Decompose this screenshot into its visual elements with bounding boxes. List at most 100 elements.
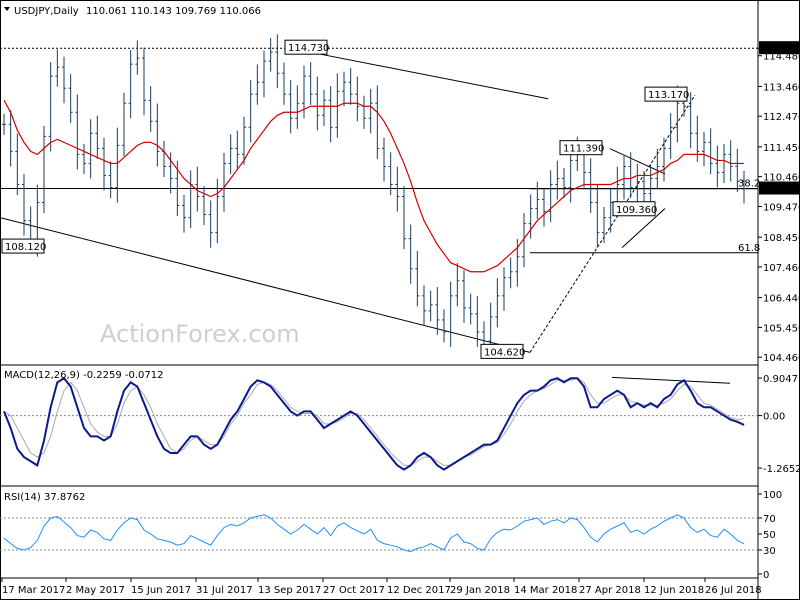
- macd-tick-label: -1.2652: [763, 464, 800, 475]
- ohlc-bar: [722, 143, 726, 183]
- date-tick-label: 26 Jul 2018: [705, 585, 762, 596]
- ohlc-bar: [168, 152, 173, 194]
- triangle-lower-line: [621, 208, 666, 249]
- dropdown-triangle-icon[interactable]: [4, 7, 10, 11]
- ohlc-bar: [148, 86, 153, 132]
- date-tick-label: 27 Oct 2017: [323, 585, 385, 596]
- price-tick-label: 108.450: [763, 233, 800, 244]
- ohlc-bar: [115, 127, 120, 203]
- ohlc-bar: [408, 224, 413, 284]
- price-annotation: 109.360: [616, 205, 657, 216]
- ohlc-bar: [688, 92, 693, 149]
- ohlc-bar: [568, 146, 573, 203]
- ohlc-bar: [508, 257, 513, 289]
- ohlc-bar: [368, 89, 373, 134]
- ohlc-bar: [608, 188, 613, 233]
- ohlc-bar: [375, 85, 380, 159]
- ohlc-bar: [715, 145, 720, 188]
- ohlc-bar: [142, 47, 146, 116]
- price-tick-label: 105.450: [763, 323, 800, 334]
- price-annotation-box: [284, 39, 328, 55]
- rsi-line: [3, 514, 745, 553]
- ohlc-bar: [295, 85, 300, 129]
- price-tick-label: 109.470: [763, 202, 800, 213]
- ohlc-bar: [82, 143, 86, 174]
- ohlc-bar: [562, 167, 566, 199]
- ohlc-bar: [742, 170, 746, 204]
- price-tick-label: 111.450: [763, 143, 800, 154]
- price-tick-label: 112.470: [763, 112, 800, 123]
- ohlc-bar: [728, 140, 733, 182]
- high-price-box: [759, 41, 800, 55]
- ohlc-bar: [535, 181, 540, 220]
- ohlc-bar: [328, 86, 333, 143]
- price-tick-label: 110.460: [763, 173, 800, 184]
- ohlc-bar: [448, 281, 453, 347]
- ohlc-bar: [228, 134, 233, 174]
- ohlc-bar: [668, 113, 673, 159]
- ohlc-bar: [102, 137, 106, 191]
- ohlc-bar: [648, 164, 653, 209]
- ohlc-bar: [388, 152, 393, 196]
- date-tick-label: 27 Apr 2018: [579, 585, 641, 596]
- ohlc-bar: [122, 92, 126, 156]
- ohlc-bar: [62, 56, 66, 104]
- date-tick-label: 14 Mar 2018: [514, 585, 577, 596]
- ohlc-bar: [462, 270, 466, 323]
- ohlc-bar: [702, 131, 706, 167]
- rsi-tick-label: 70: [763, 514, 776, 525]
- ohlc-bar: [588, 158, 593, 214]
- ohlc-bar: [8, 110, 13, 167]
- ohlc-bar: [602, 207, 606, 244]
- ohlc-bar: [128, 49, 133, 119]
- ohlc-bar: [528, 194, 533, 239]
- rsi-pane: [0, 514, 758, 553]
- macd-pane: [0, 376, 758, 471]
- price-annotation: 113.170: [648, 90, 689, 101]
- macd-tick-label: 0.00: [763, 412, 785, 423]
- ohlc-bar: [522, 213, 526, 268]
- price-annotation-box: [1, 238, 45, 254]
- ohlc-bar: [208, 200, 213, 248]
- triangle-upper-line: [609, 148, 666, 175]
- rsi-tick-label: 0: [763, 570, 769, 581]
- ohlc-bar: [708, 128, 713, 174]
- ohlc-bar: [622, 155, 626, 200]
- ohlc-bar: [262, 50, 266, 98]
- ohlc-bar: [542, 189, 546, 227]
- ohlc-bar: [428, 290, 433, 322]
- chart-title: USDJPY,Daily: [14, 6, 79, 17]
- price-annotation: 108.120: [5, 242, 46, 253]
- ohlc-bar: [342, 71, 346, 107]
- price-annotation: 111.390: [563, 144, 604, 155]
- ohlc-bar: [442, 309, 446, 343]
- price-annotation: 114.730: [288, 43, 329, 54]
- rsi-tick-label: 30: [763, 546, 776, 557]
- ohlc-bar: [548, 170, 553, 223]
- uptrend-dotted-line: [529, 94, 696, 353]
- date-tick-label: 15 Jun 2017: [131, 585, 191, 596]
- ohlc-bar: [282, 62, 286, 105]
- price-annotation-box: [612, 201, 656, 217]
- ohlc-header: 110.061 110.143 109.769 110.066: [86, 6, 261, 17]
- ohlc-bar: [595, 184, 600, 248]
- date-tick-label: 12 Dec 2017: [387, 585, 451, 596]
- date-tick-label: 2 May 2017: [66, 585, 125, 596]
- ohlc-bar: [22, 173, 26, 236]
- watermark: ActionForex.com: [100, 320, 300, 348]
- fib-label: 61.8: [738, 243, 760, 254]
- ohlc-bar: [222, 152, 226, 212]
- ohlc-bar: [135, 40, 140, 75]
- axes: 114.730114.480113.460112.470111.450110.4…: [1, 41, 800, 596]
- macd-tick-label: 0.9047: [763, 374, 798, 385]
- rsi-tick-label: 50: [763, 530, 776, 541]
- ohlc-bar: [422, 285, 426, 326]
- price-tick-label: 106.440: [763, 294, 800, 305]
- ohlc-bar: [242, 116, 246, 165]
- ohlc-bar: [255, 64, 260, 105]
- date-tick-label: 29 Jan 2018: [450, 585, 510, 596]
- ohlc-bar: [195, 166, 200, 212]
- price-tick-label: 104.460: [763, 353, 800, 364]
- ohlc-bar: [275, 34, 280, 89]
